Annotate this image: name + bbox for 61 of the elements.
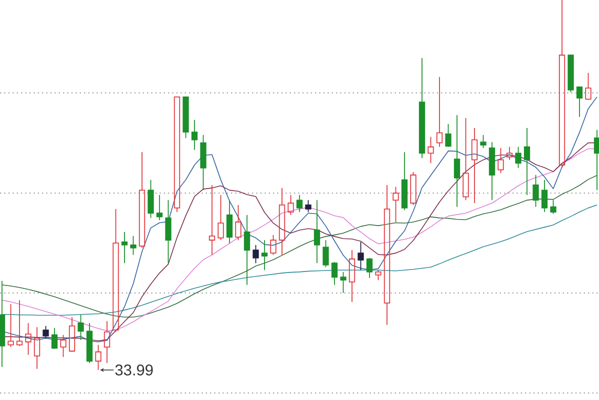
candlestick — [51, 327, 58, 349]
candlestick — [226, 200, 233, 244]
candlestick — [25, 322, 32, 356]
candlestick — [218, 194, 224, 241]
candlestick — [252, 244, 259, 264]
candlestick — [322, 240, 329, 268]
candlestick — [428, 136, 434, 164]
candlestick — [454, 114, 460, 208]
candlestick — [462, 118, 469, 201]
candlestick — [366, 257, 373, 278]
candlestick — [174, 96, 180, 212]
candlestick — [68, 316, 76, 352]
candlestick — [34, 326, 40, 370]
annotation: 33.99 — [115, 364, 153, 376]
candlestick — [498, 148, 504, 174]
candlestick — [541, 179, 548, 212]
candlestick — [200, 134, 206, 191]
candlestick — [436, 76, 443, 148]
candlestick — [138, 152, 146, 248]
candlestick — [78, 314, 84, 340]
candlestick — [558, 0, 566, 168]
candlestick — [348, 250, 356, 302]
candlestick — [8, 304, 14, 348]
candlestick — [445, 123, 452, 147]
candlestick — [60, 334, 66, 358]
candlestick — [86, 322, 93, 364]
candlestick — [418, 58, 426, 158]
candlestick — [480, 134, 486, 148]
candlestick — [532, 174, 539, 208]
candlestick — [112, 208, 119, 332]
candlestick — [515, 146, 522, 168]
candlestick — [401, 152, 408, 211]
candlestick — [278, 188, 286, 256]
candlestick — [130, 236, 136, 256]
candlestick — [121, 232, 128, 264]
candlestick — [148, 179, 154, 218]
candlestick — [208, 184, 216, 256]
candlestick — [471, 128, 478, 204]
candlestick — [358, 242, 364, 271]
candlestick — [104, 320, 110, 364]
candlestick — [261, 240, 268, 271]
candlestick — [191, 119, 198, 150]
candlestick — [244, 214, 250, 286]
candlestick — [384, 184, 390, 326]
candlestick — [585, 72, 592, 100]
candlestick — [314, 200, 320, 264]
candlestick — [296, 194, 303, 212]
candlestick — [331, 262, 338, 286]
candlestick — [506, 146, 513, 160]
candlestick — [594, 129, 599, 191]
candlestick — [16, 300, 23, 346]
candlestick — [576, 86, 583, 118]
candlestick — [524, 128, 530, 196]
candlestick — [392, 186, 399, 222]
candlestick — [0, 280, 6, 368]
candlestick — [156, 194, 163, 221]
candlestick — [165, 200, 172, 264]
candlestick — [288, 194, 294, 216]
candlestick — [488, 142, 496, 201]
candlestick — [235, 204, 242, 241]
candlestick — [340, 272, 346, 294]
